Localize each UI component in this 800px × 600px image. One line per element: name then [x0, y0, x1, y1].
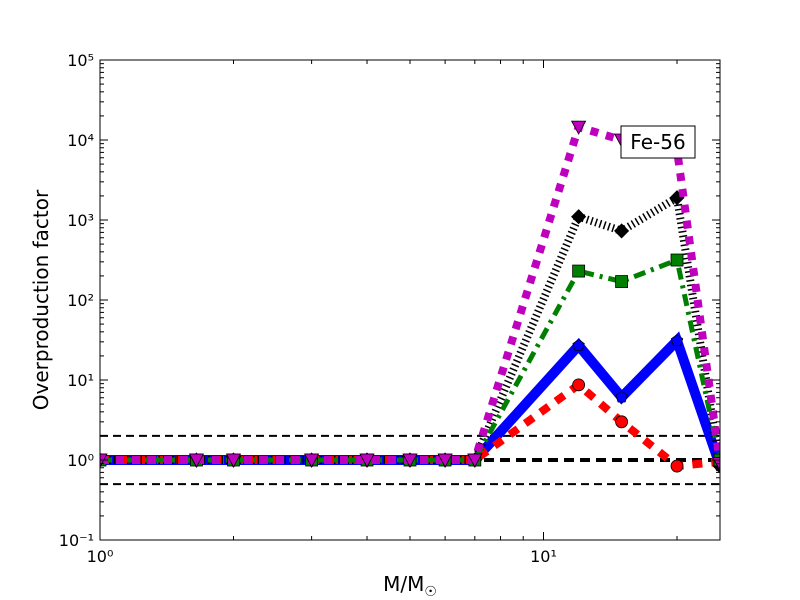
- y-tick-label: 10²: [67, 291, 94, 310]
- data-point-circle: [615, 415, 629, 429]
- data-point-pentagon: [572, 338, 585, 351]
- x-tick-label: 10⁰: [87, 547, 114, 566]
- data-point-square: [615, 275, 629, 288]
- series-group: [100, 120, 720, 474]
- data-point-triangle: [402, 453, 418, 468]
- x-tick-label: 10¹: [530, 547, 557, 566]
- data-point-square: [670, 253, 684, 267]
- y-tick-label: 10⁻¹: [59, 531, 94, 550]
- data-point-circle: [572, 378, 586, 392]
- data-point-circle: [670, 459, 684, 473]
- y-tick-label: 10¹: [67, 371, 94, 390]
- data-point-triangle: [359, 453, 375, 468]
- series-magenta: [100, 120, 720, 472]
- y-tick-label: 10³: [67, 211, 94, 230]
- data-point-diamond: [614, 223, 630, 239]
- y-tick-label: 10⁵: [67, 51, 94, 70]
- annotation-label: Fe-56: [630, 130, 685, 154]
- data-point-pentagon: [670, 334, 684, 346]
- x-axis-label: M/M☉: [383, 572, 437, 600]
- data-point-triangle: [570, 120, 587, 135]
- axis-ticks: [99, 59, 720, 541]
- data-point-triangle: [467, 453, 483, 468]
- data-point-square: [572, 264, 586, 278]
- data-point-triangle: [437, 453, 453, 468]
- y-tick-label: 10⁴: [67, 131, 94, 150]
- data-point-triangle: [188, 453, 205, 468]
- data-point-triangle: [303, 453, 320, 468]
- y-axis-label: Overproduction factor: [29, 189, 53, 410]
- series-line-magenta: [100, 122, 720, 465]
- data-point-diamond: [571, 209, 587, 225]
- data-point-pentagon: [615, 390, 628, 403]
- y-tick-label: 10⁰: [67, 451, 94, 470]
- annotation-box: Fe-56: [620, 125, 696, 159]
- data-point-triangle: [225, 453, 242, 468]
